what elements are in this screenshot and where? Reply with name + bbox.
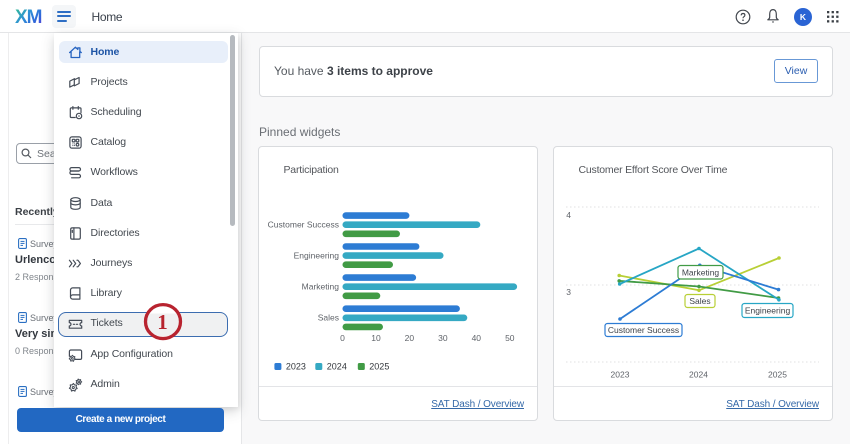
svg-text:3: 3 bbox=[566, 287, 571, 297]
svg-text:1: 1 bbox=[157, 310, 168, 334]
svg-text:30: 30 bbox=[438, 333, 448, 343]
svg-text:Marketing: Marketing bbox=[682, 267, 720, 277]
svg-text:Sales: Sales bbox=[689, 296, 710, 306]
svg-text:Engineering: Engineering bbox=[745, 306, 791, 316]
svg-text:2025: 2025 bbox=[768, 370, 787, 380]
svg-text:2025: 2025 bbox=[369, 362, 389, 372]
svg-text:Customer Success: Customer Success bbox=[608, 325, 679, 335]
svg-text:10: 10 bbox=[371, 333, 381, 343]
svg-text:40: 40 bbox=[472, 333, 482, 343]
svg-text:2024: 2024 bbox=[689, 370, 708, 380]
svg-text:2024: 2024 bbox=[327, 362, 347, 372]
svg-text:2023: 2023 bbox=[611, 370, 630, 380]
svg-text:Customer Success: Customer Success bbox=[268, 220, 339, 230]
svg-text:20: 20 bbox=[405, 333, 415, 343]
svg-text:2023: 2023 bbox=[286, 362, 306, 372]
svg-text:Sales: Sales bbox=[318, 313, 339, 323]
svg-text:50: 50 bbox=[505, 333, 515, 343]
svg-text:Engineering: Engineering bbox=[294, 251, 340, 261]
svg-text:Marketing: Marketing bbox=[302, 282, 340, 292]
svg-text:4: 4 bbox=[566, 210, 571, 220]
svg-text:0: 0 bbox=[340, 333, 345, 343]
